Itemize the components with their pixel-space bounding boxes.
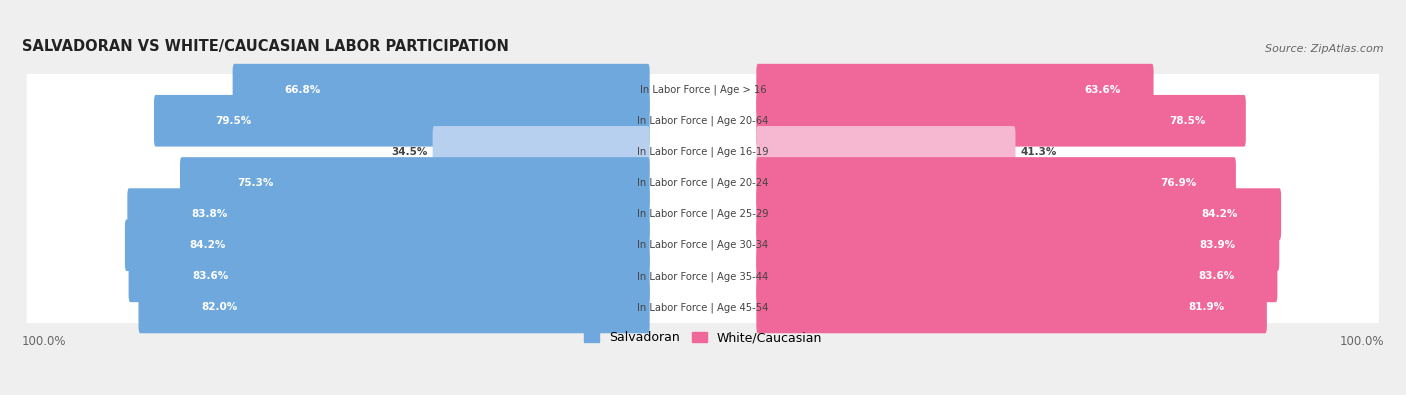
FancyBboxPatch shape [756, 219, 1279, 271]
FancyBboxPatch shape [28, 61, 1379, 121]
FancyBboxPatch shape [433, 126, 650, 178]
FancyBboxPatch shape [28, 279, 1379, 339]
Text: 100.0%: 100.0% [1340, 335, 1384, 348]
FancyBboxPatch shape [28, 92, 1379, 152]
FancyBboxPatch shape [756, 250, 1278, 302]
FancyBboxPatch shape [27, 91, 1379, 150]
Text: In Labor Force | Age 25-29: In Labor Force | Age 25-29 [637, 209, 769, 219]
Text: 83.6%: 83.6% [193, 271, 229, 281]
FancyBboxPatch shape [756, 157, 1236, 209]
Text: In Labor Force | Age 45-54: In Labor Force | Age 45-54 [637, 302, 769, 313]
FancyBboxPatch shape [28, 216, 1379, 276]
FancyBboxPatch shape [27, 215, 1379, 275]
Text: In Labor Force | Age 20-64: In Labor Force | Age 20-64 [637, 115, 769, 126]
Text: 83.9%: 83.9% [1199, 240, 1236, 250]
FancyBboxPatch shape [27, 278, 1379, 337]
Text: 83.8%: 83.8% [191, 209, 228, 219]
Text: In Labor Force | Age 16-19: In Labor Force | Age 16-19 [637, 147, 769, 157]
FancyBboxPatch shape [180, 157, 650, 209]
Text: 84.2%: 84.2% [190, 240, 225, 250]
FancyBboxPatch shape [155, 95, 650, 147]
Text: 83.6%: 83.6% [1198, 271, 1234, 281]
Text: In Labor Force | Age 20-24: In Labor Force | Age 20-24 [637, 178, 769, 188]
FancyBboxPatch shape [28, 186, 1379, 245]
FancyBboxPatch shape [27, 184, 1379, 244]
Text: 63.6%: 63.6% [1084, 85, 1121, 95]
FancyBboxPatch shape [756, 188, 1281, 240]
FancyBboxPatch shape [756, 64, 1153, 115]
Text: 82.0%: 82.0% [201, 303, 238, 312]
FancyBboxPatch shape [756, 95, 1246, 147]
FancyBboxPatch shape [27, 246, 1379, 306]
Text: 100.0%: 100.0% [22, 335, 66, 348]
Text: In Labor Force | Age > 16: In Labor Force | Age > 16 [640, 85, 766, 95]
FancyBboxPatch shape [128, 188, 650, 240]
FancyBboxPatch shape [28, 248, 1379, 307]
Text: 75.3%: 75.3% [238, 178, 274, 188]
Text: 84.2%: 84.2% [1201, 209, 1237, 219]
FancyBboxPatch shape [756, 282, 1267, 333]
FancyBboxPatch shape [27, 122, 1379, 182]
FancyBboxPatch shape [125, 219, 650, 271]
Text: Source: ZipAtlas.com: Source: ZipAtlas.com [1265, 44, 1384, 54]
FancyBboxPatch shape [232, 64, 650, 115]
FancyBboxPatch shape [139, 282, 650, 333]
Text: SALVADORAN VS WHITE/CAUCASIAN LABOR PARTICIPATION: SALVADORAN VS WHITE/CAUCASIAN LABOR PART… [22, 39, 509, 54]
Text: In Labor Force | Age 30-34: In Labor Force | Age 30-34 [637, 240, 769, 250]
Text: 81.9%: 81.9% [1188, 303, 1225, 312]
FancyBboxPatch shape [27, 153, 1379, 213]
Text: 41.3%: 41.3% [1021, 147, 1057, 157]
FancyBboxPatch shape [756, 126, 1015, 178]
FancyBboxPatch shape [28, 154, 1379, 214]
FancyBboxPatch shape [128, 250, 650, 302]
Text: 34.5%: 34.5% [391, 147, 427, 157]
Text: 66.8%: 66.8% [284, 85, 321, 95]
Text: 79.5%: 79.5% [215, 116, 252, 126]
FancyBboxPatch shape [27, 60, 1379, 120]
Text: 76.9%: 76.9% [1160, 178, 1197, 188]
Text: In Labor Force | Age 35-44: In Labor Force | Age 35-44 [637, 271, 769, 282]
Legend: Salvadoran, White/Caucasian: Salvadoran, White/Caucasian [579, 326, 827, 349]
FancyBboxPatch shape [28, 123, 1379, 183]
Text: 78.5%: 78.5% [1168, 116, 1205, 126]
